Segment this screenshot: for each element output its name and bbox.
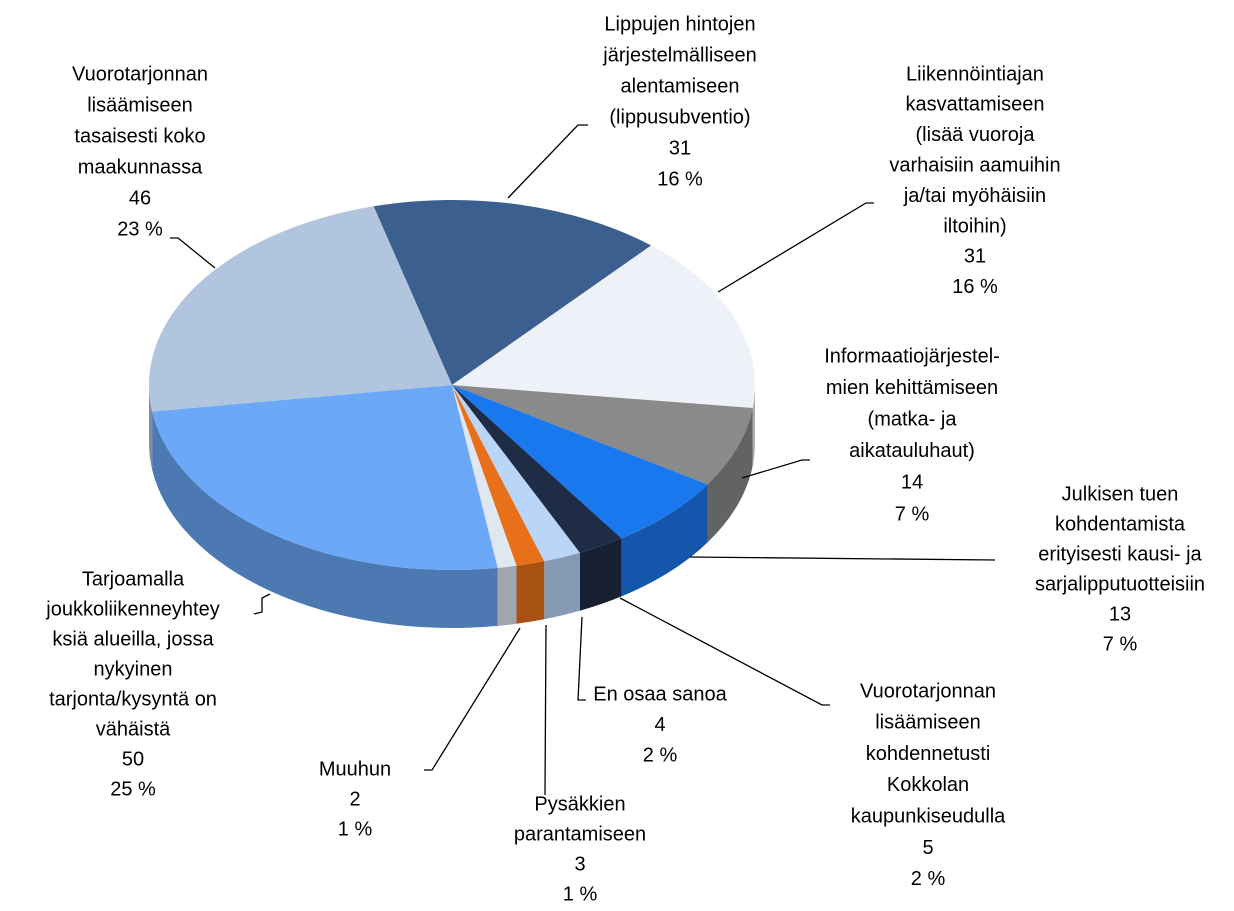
value-label: 14 [901,472,923,494]
slice [452,385,580,562]
slice-side [152,411,498,628]
slice-label: (lisää vuoroja [916,124,1036,146]
slice-label: Lippujen hintojen [604,13,755,35]
slice-label: kohdentamista [1055,513,1186,535]
leader-line [170,237,216,269]
slice-side [621,484,708,597]
slice-label: Liikennöintiajan [906,63,1044,85]
percent-label: 7 % [1103,633,1138,655]
slice-label: tasaisesti koko [74,125,205,147]
leader-line [507,124,588,199]
percent-label: 1 % [338,818,373,840]
slice-label: Kokkolan [887,774,969,796]
slice-label: kaupunkiseudulla [851,805,1006,827]
value-label: 3 [574,853,585,875]
slice-label: varhaisiin aamuihin [889,154,1060,176]
slice-label: ksiä alueilla, jossa [52,628,214,650]
slice [452,245,755,409]
leader-line [253,593,271,615]
slice-side [497,565,517,626]
percent-label: 7 % [895,503,930,525]
value-label: 50 [122,748,144,770]
slice-label: parantamiseen [514,823,646,845]
slice-label: joukkoliikenneyhtey [45,598,219,620]
percent-label: 2 % [911,868,946,890]
percent-label: 16 % [657,168,703,190]
leader-line [741,459,810,479]
slice-label: järjestelmälliseen [602,44,756,66]
value-label: 2 [349,788,360,810]
leader-line [424,627,521,771]
slice-side [707,408,753,543]
leader-line [577,616,586,701]
value-label: 31 [669,137,691,159]
slice [149,206,452,412]
slice-side [544,552,580,620]
leader-line [717,202,874,293]
leader-line [689,556,996,561]
slice-label: Pysäkkien [534,793,625,815]
slice-label: Muuhun [319,758,391,780]
slice-side [752,385,755,467]
percent-label: 25 % [110,778,156,800]
slice-label: sarjalipputuotteisiin [1035,573,1205,595]
slice-label: kasvattamiseen [906,94,1045,116]
value-label: 46 [129,187,151,209]
slice-label: maakunnassa [78,156,203,178]
slice-label: tarjonta/kysyntä on [49,688,217,710]
slice-label: Vuorotarjonnan [72,63,208,85]
slice-label: erityisesti kausi- ja [1038,543,1202,565]
percent-label: 23 % [117,218,163,240]
slice-label: vähäistä [96,718,171,740]
slice [452,385,622,553]
slice [152,385,498,570]
slice-label: mien kehittämiseen [826,377,998,399]
slice-label: ja/tai myöhäisiin [903,185,1046,207]
percent-label: 2 % [643,744,678,766]
slice-side [149,385,153,470]
slice-label: Informaatiojärjestel- [824,345,1000,367]
slice [452,385,517,568]
slice-label: (lippusubventio) [609,106,750,128]
slice [373,200,652,385]
slice-label: nykyinen [94,658,173,680]
value-label: 31 [964,246,986,268]
slice [452,385,753,485]
percent-label: 1 % [563,883,598,905]
slice-label: kohdennetusti [866,743,991,765]
leader-line [544,624,547,796]
leader-line [619,597,830,706]
slice-side [516,561,545,624]
slice-side [579,538,622,611]
slice-label: aikatauluhaut) [849,440,975,462]
slice-label: alentamiseen [621,75,740,97]
slice-label: lisäämiseen [875,712,981,734]
percent-label: 16 % [952,276,998,298]
slice-label: (matka- ja [868,408,958,430]
slice-label: En osaa sanoa [593,683,727,705]
value-label: 5 [922,837,933,859]
slice-label: Julkisen tuen [1062,483,1179,505]
value-label: 13 [1109,603,1131,625]
slice-label: Vuorotarjonnan [860,680,996,702]
slice [452,385,708,539]
value-label: 4 [654,714,665,736]
slice-label: Tarjoamalla [82,568,185,590]
slice-label: iltoihin) [943,215,1006,237]
slice [452,385,545,566]
slice-label: lisäämiseen [87,94,193,116]
